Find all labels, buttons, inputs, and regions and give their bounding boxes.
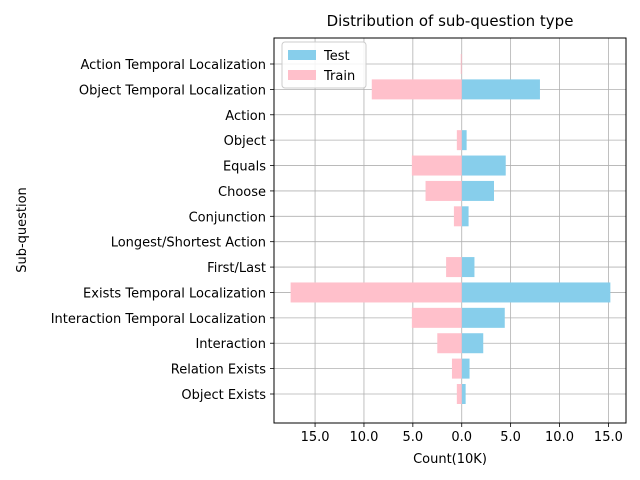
legend: Test Train <box>281 41 367 89</box>
bar-train <box>460 54 462 74</box>
y-axis: Action Temporal Localization Object Tempo… <box>51 58 274 403</box>
y-tick-label: Longest/Shortest Action <box>111 236 266 251</box>
y-tick-label: Exists Temporal Localization <box>83 286 266 301</box>
legend-label-test: Test <box>323 49 350 64</box>
bar-train <box>446 257 462 278</box>
plot-frame <box>273 37 627 424</box>
y-tick-label: Object <box>224 134 266 149</box>
y-tick-label: Action Temporal Localization <box>81 58 267 73</box>
y-tick-label: Relation Exists <box>171 363 266 378</box>
bar-train <box>411 307 462 328</box>
bar-test <box>461 358 470 379</box>
y-tick-label: Object Temporal Localization <box>79 83 266 98</box>
y-axis-label: Sub-question <box>15 187 30 273</box>
bar-train <box>425 180 462 201</box>
x-tick-label: 0.0 <box>451 430 472 445</box>
bar-train <box>290 282 462 303</box>
x-tick-label: 5.0 <box>500 430 521 445</box>
bar-test <box>461 257 475 278</box>
bar-train <box>371 79 462 100</box>
y-tick-label: Action <box>225 109 266 124</box>
bar-test <box>461 282 611 303</box>
bars <box>290 54 611 404</box>
bar-test <box>461 333 484 354</box>
y-tick-label: Conjunction <box>189 210 266 225</box>
legend-swatch-train <box>288 70 316 80</box>
bar-test <box>461 79 540 100</box>
y-tick-label: First/Last <box>207 261 266 276</box>
y-tick-label: Equals <box>223 160 266 175</box>
bar-train <box>456 384 462 404</box>
bar-test <box>461 180 494 201</box>
x-tick-label: 10.0 <box>545 430 574 445</box>
x-tick-label: 10.0 <box>349 430 378 445</box>
bar-test <box>461 130 467 151</box>
bar-test <box>461 155 506 176</box>
chart-title: Distribution of sub-question type <box>327 12 574 30</box>
legend-label-train: Train <box>323 69 355 84</box>
x-tick-label: 5.0 <box>403 430 424 445</box>
y-tick-label: Object Exists <box>181 388 266 403</box>
bar-test <box>461 307 505 328</box>
x-axis: 15.0 10.0 5.0 0.0 5.0 10.0 15.0 <box>301 423 623 445</box>
bar-train <box>437 333 462 354</box>
x-tick-label: 15.0 <box>594 430 623 445</box>
bar-train <box>451 358 462 379</box>
y-tick-label: Interaction <box>195 337 266 352</box>
x-tick-label: 15.0 <box>301 430 330 445</box>
bar-train <box>456 130 462 151</box>
y-tick-label: Interaction Temporal Localization <box>51 312 266 327</box>
legend-swatch-test <box>288 50 316 60</box>
y-tick-label: Choose <box>218 185 266 200</box>
bar-train <box>411 155 462 176</box>
bar-train <box>453 206 462 227</box>
bar-test <box>461 384 466 404</box>
x-axis-label: Count(10K) <box>413 452 487 467</box>
bar-test <box>461 206 469 227</box>
